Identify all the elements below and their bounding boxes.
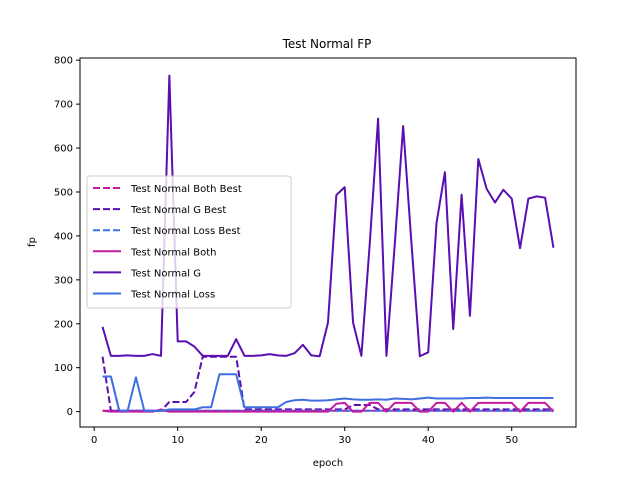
y-tick-label: 700 [54, 100, 73, 111]
y-tick-label: 200 [54, 319, 73, 330]
series-line-5 [101, 74, 555, 358]
chart-title: Test Normal FP [282, 37, 372, 51]
y-tick-label: 500 [54, 187, 73, 198]
legend-label: Test Normal G [130, 268, 201, 279]
x-tick-label: 20 [255, 435, 268, 446]
y-tick-label: 100 [54, 363, 73, 374]
y-tick-label: 0 [67, 407, 73, 418]
series-layer [101, 74, 555, 413]
x-tick-label: 0 [91, 435, 97, 446]
y-tick-label: 300 [54, 275, 73, 286]
y-axis-title: fp [27, 237, 38, 247]
y-tick-label: 600 [54, 144, 73, 155]
legend-label: Test Normal Both Best [130, 184, 242, 195]
legend: Test Normal Both Best Test Normal G Best T… [86, 175, 292, 309]
y-axis: 0 100 200 300 400 500 600 700 800 [54, 56, 80, 418]
x-axis: 0 10 20 30 40 50 [91, 427, 518, 446]
plot-area [79, 57, 577, 428]
x-tick-label: 40 [422, 435, 435, 446]
x-tick-label: 30 [338, 435, 351, 446]
x-tick-label: 10 [171, 435, 184, 446]
legend-label: Test Normal G Best [130, 205, 226, 216]
y-tick-label: 800 [54, 56, 73, 67]
x-tick-label: 50 [505, 435, 518, 446]
y-tick-label: 400 [54, 231, 73, 242]
axes-frame [79, 57, 577, 428]
legend-label: Test Normal Loss [130, 290, 215, 301]
series-line-2 [101, 355, 554, 412]
legend-label: Test Normal Loss Best [130, 226, 241, 237]
legend-box [86, 175, 292, 309]
legend-label: Test Normal Both [130, 247, 216, 258]
x-axis-title: epoch [313, 458, 343, 469]
series-line-4 [102, 401, 555, 413]
legend-items: Test Normal Both Best Test Normal G Best T… [93, 184, 242, 301]
series-line-6 [102, 373, 554, 412]
